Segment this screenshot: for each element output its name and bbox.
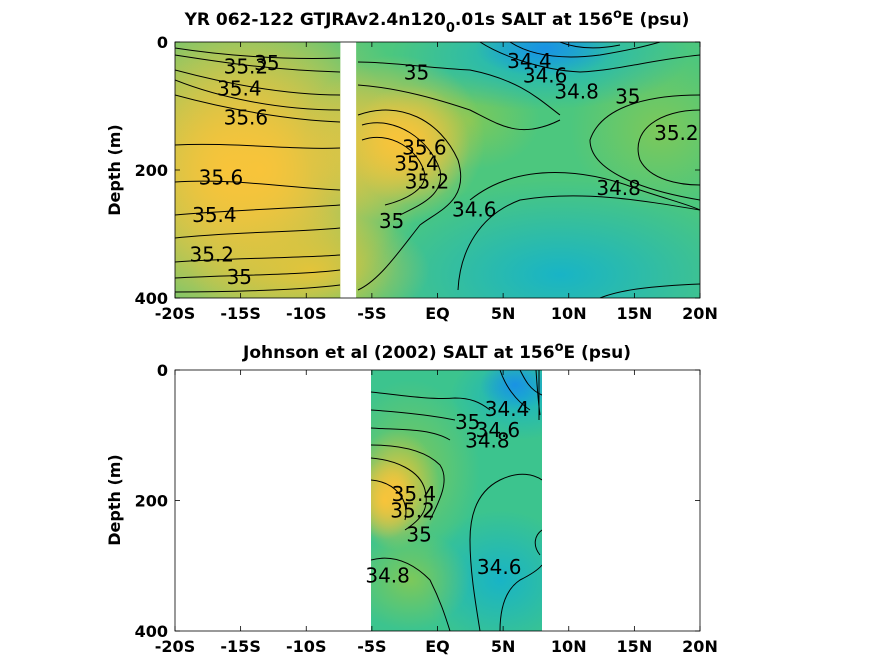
contour-label: 35	[404, 61, 429, 85]
contour-label: 34.6	[476, 418, 521, 442]
y-tick-label: 200	[135, 161, 168, 180]
contour-label: 35	[379, 209, 404, 233]
panel-bottom-contours	[371, 370, 542, 631]
contour-label: 34.8	[596, 176, 641, 200]
panel-top-title: YR 062-122 GTJRAv2.4n1200.01s SALT at 15…	[184, 7, 690, 36]
y-tick-label: 200	[135, 492, 168, 511]
contour-label: 35.2	[654, 121, 699, 145]
x-tick-label: 15N	[617, 304, 653, 323]
contour-label: 35.2	[189, 242, 234, 266]
contour-label: 34.6	[452, 198, 497, 222]
x-tick-label: 10N	[551, 637, 587, 656]
contour-label: 35.4	[392, 482, 437, 506]
panel-top-contours	[175, 42, 700, 298]
x-tick-label: -20S	[155, 304, 195, 323]
x-tick-label: 15N	[617, 637, 653, 656]
panel-bottom-x-ticks: -20S -15S -10S -5S EQ 5N 10N 15N 20N	[155, 370, 718, 656]
contour-label: 34.4	[507, 49, 552, 73]
x-tick-label: -5S	[357, 637, 386, 656]
panel-bottom-y-ticks: 0 200 400	[135, 361, 700, 641]
y-tick-label: 0	[157, 33, 168, 52]
contour-label: 34.6	[477, 555, 522, 579]
x-tick-label: EQ	[425, 304, 450, 323]
panel-top-ylabel: Depth (m)	[105, 124, 124, 216]
contour-label: 35	[615, 84, 640, 108]
contour-label: 35	[406, 522, 431, 546]
x-tick-label: 5N	[491, 304, 516, 323]
contour-label: 35.4	[394, 152, 439, 176]
panel-bottom-field	[371, 370, 542, 631]
contour-label: 35	[455, 410, 480, 434]
panel-top-field	[175, 42, 700, 298]
x-tick-label: -10S	[286, 304, 326, 323]
panel-top-mask-gap	[340, 42, 357, 298]
panel-bottom-ylabel: Depth (m)	[105, 454, 124, 546]
y-tick-label: 0	[157, 361, 168, 380]
contour-label: 34.6	[523, 63, 568, 87]
x-tick-label: -15S	[220, 304, 260, 323]
x-tick-label: 5N	[491, 637, 516, 656]
contour-label: 35.2	[390, 498, 435, 522]
x-tick-label: 20N	[682, 637, 718, 656]
contour-label: 35.4	[217, 77, 262, 101]
contour-label: 34.8	[554, 79, 599, 103]
contour-label: 35.6	[224, 106, 269, 130]
contour-label: 35.6	[199, 166, 244, 190]
contour-label: 35.4	[192, 203, 237, 227]
contour-label: 34.8	[365, 564, 410, 588]
panel-bottom: Johnson et al (2002) SALT at 156oE (psu)	[105, 340, 718, 656]
x-tick-label: -20S	[155, 637, 195, 656]
panel-top: YR 062-122 GTJRAv2.4n1200.01s SALT at 15…	[105, 7, 718, 323]
contour-label: 34.4	[485, 397, 530, 421]
y-tick-label: 400	[135, 622, 168, 641]
contour-label: 35.2	[224, 54, 269, 78]
x-tick-label: -15S	[220, 637, 260, 656]
x-tick-label: -10S	[286, 637, 326, 656]
x-tick-label: 10N	[551, 304, 587, 323]
contour-label: 35.6	[402, 136, 447, 160]
x-tick-label: EQ	[425, 637, 450, 656]
panel-bottom-title: Johnson et al (2002) SALT at 156oE (psu)	[242, 340, 631, 363]
contour-label: 35	[254, 51, 279, 75]
y-tick-label: 400	[135, 289, 168, 308]
panel-top-x-ticks: -20S -15S -10S -5S EQ 5N 10N 15N 20N	[155, 42, 718, 323]
x-tick-label: 20N	[682, 304, 718, 323]
contour-label: 34.8	[465, 428, 510, 452]
x-tick-label: -5S	[357, 304, 386, 323]
panel-top-y-ticks: 0 200 400	[135, 33, 700, 308]
contour-label: 35.2	[405, 170, 450, 194]
contour-label: 35	[227, 265, 252, 289]
